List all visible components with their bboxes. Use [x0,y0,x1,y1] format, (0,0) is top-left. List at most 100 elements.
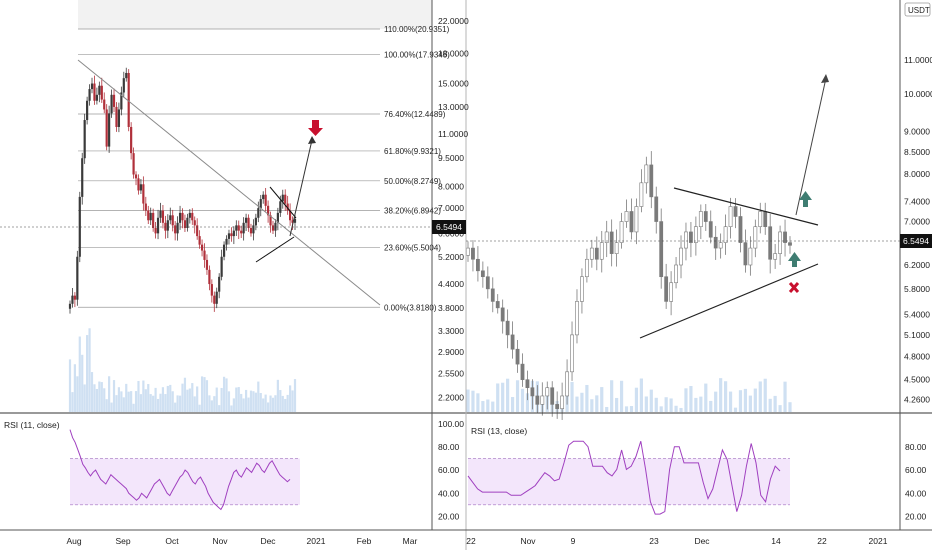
volume-bar [262,398,265,412]
left-price-tick: 9.5000 [438,153,464,163]
left-price-tick: 15.0000 [438,79,469,89]
right-rsi-panel: 80.00 60.00 40.00 20.00 [467,440,927,521]
candle-body [565,371,569,397]
candle-body [264,194,267,206]
left-last-price-tag: 6.5494 [0,220,466,234]
volume-bar [486,399,490,412]
volume-bar [227,391,231,412]
volume-bar [659,406,663,412]
volume-bar [654,397,658,412]
right-time-tick: 23 [649,536,659,546]
volume-bar [249,390,253,412]
rsi-line [467,440,781,515]
fib-level-label: 23.60%(5.5004) [384,244,441,253]
candle-body [289,210,292,221]
candle-body [713,236,718,249]
candle-body [510,334,515,350]
right-time-tick: 14 [771,536,781,546]
volume-bar [590,399,594,412]
candle-body [120,92,123,110]
candle-body [684,231,688,249]
right-price-axis: 11.0000 10.0000 9.0000 8.5000 8.0000 7.4000 7.… [904,55,932,405]
volume-bar [205,380,209,412]
volume-bar [610,380,614,412]
volume-bar [286,394,289,412]
volume-bar [476,393,480,412]
right-price-tick: 4.5000 [904,375,930,385]
volume-bar [699,396,703,412]
volume-bar [600,387,604,412]
rsi-tick-label: 40.00 [438,488,460,498]
candle-body [198,236,201,245]
volume-bar [481,401,485,412]
candle-body [589,247,594,260]
volume-bar [191,383,194,412]
candle-body [644,164,649,184]
volume-bar [134,391,138,412]
candle-body [753,226,758,249]
candle-body [242,222,245,234]
left-projection-line [289,139,313,237]
candle-body [115,106,118,127]
candle-body [654,196,659,222]
right-price-tick: 5.8000 [904,284,930,294]
volume-bar [200,376,204,412]
rsi-tick-label: 80.00 [438,442,460,452]
right-price-tick: 9.0000 [904,127,930,137]
volume-bar [615,397,619,412]
volume-bar [733,407,738,412]
currency-badge-box[interactable] [904,2,931,17]
volume-bar [125,383,128,412]
volume-bar [575,396,579,412]
candle-body [480,270,485,278]
right-candles [466,151,792,420]
volume-bar [669,398,673,412]
candle-body [235,225,238,231]
volume-bar [169,384,172,412]
fib-level-label: 100.00%(17.9345) [384,50,450,59]
candle-body [520,363,525,380]
volume-bar [149,394,152,412]
fib-level-label: 61.80%(9.9321) [384,147,441,156]
volume-bar [88,328,91,412]
volume-bar [178,395,182,412]
volume-bar [753,388,757,412]
candle-body [669,282,674,302]
candle-body [584,258,589,278]
candle-body [788,242,792,246]
green-up-arrow-icon-lower [788,252,801,267]
candle-body [257,208,260,218]
candle-body [276,212,279,223]
right-time-tick: Dec [694,536,710,546]
left-price-axis: 22.0000 18.0000 15.0000 13.0000 11.0000 9.500… [438,16,469,403]
candle-body [679,247,683,266]
left-time-tick: Feb [357,536,372,546]
right-time-tick: 2021 [869,536,888,546]
candle-body [674,264,678,284]
candle-body [252,225,255,234]
candle-body [73,295,76,300]
left-time-tick: Aug [66,536,81,546]
candle-body [137,178,140,191]
candle-body [208,269,211,285]
candle-body [619,221,624,243]
candle-body [269,215,272,226]
candle-body [244,217,248,223]
candle-body [86,100,89,121]
time-axis: Aug Sep Oct Nov Dec 2021 Feb Mar 22 Nov 9 23 Dec 14 22… [66,536,887,546]
candle-body [254,217,257,226]
volume-bar [237,387,240,412]
currency-badge[interactable]: USDT [904,2,931,17]
rsi-tick-label: 20.00 [905,511,927,521]
candle-body [130,126,133,154]
candle-body [723,226,728,243]
volume-bar [100,382,103,412]
volume-bar [728,391,733,412]
volume-bar [142,380,145,412]
volume-bar [748,395,752,412]
candle-body [105,109,108,147]
candle-body [490,288,495,302]
candle-body [281,194,284,202]
volume-bar [235,387,238,412]
